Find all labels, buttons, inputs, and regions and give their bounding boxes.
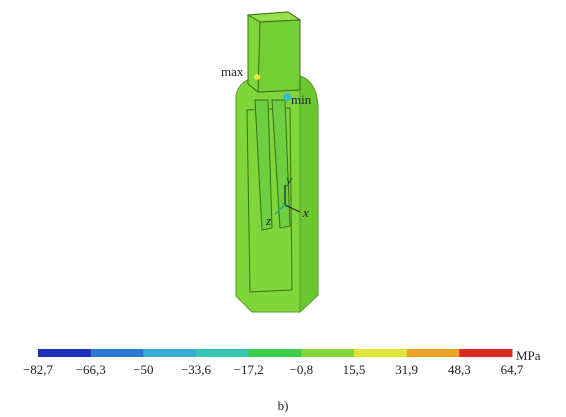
colorbar-tick-label: −0,8 (290, 362, 314, 377)
colorbar-tick-label: −33,6 (181, 362, 212, 377)
colorbar-segment (301, 349, 354, 357)
colorbar-tick-label: −66,3 (76, 362, 106, 377)
colorbar-segment (91, 349, 144, 357)
figure: max min y z x −82,7 −66,3 −50 −33,6 −17,2 −0,… (0, 0, 566, 417)
colorbar-segment (354, 349, 407, 357)
axis-y-label: y (284, 172, 292, 187)
colorbar-segment (249, 349, 302, 357)
body-side (300, 76, 318, 312)
caption: b) (278, 398, 289, 413)
colorbar-tick-label: −17,2 (234, 362, 264, 377)
axis-z-label: z (265, 213, 271, 228)
min-point (283, 93, 291, 101)
axis-x-label: x (302, 205, 309, 220)
colorbar: −82,7 −66,3 −50 −33,6 −17,2 −0,8 15,5 31,9 48,3 6… (23, 349, 524, 377)
colorbar-segment (143, 349, 196, 357)
fea-model (236, 12, 318, 312)
colorbar-tick-label: 15,5 (343, 362, 366, 377)
unit-label: MPa (516, 348, 541, 363)
colorbar-segment (407, 349, 460, 357)
colorbar-tick-label: 64,7 (501, 362, 524, 377)
colorbar-segment (38, 349, 91, 357)
min-label: min (291, 92, 312, 107)
block-front (258, 20, 300, 92)
colorbar-tick-label: 31,9 (395, 362, 418, 377)
colorbar-segment (459, 349, 512, 357)
colorbar-segment (196, 349, 249, 357)
max-label: max (221, 64, 244, 79)
colorbar-tick-label: 48,3 (448, 362, 471, 377)
max-point (254, 74, 260, 80)
colorbar-tick-label: −50 (133, 362, 153, 377)
colorbar-tick-label: −82,7 (23, 362, 54, 377)
